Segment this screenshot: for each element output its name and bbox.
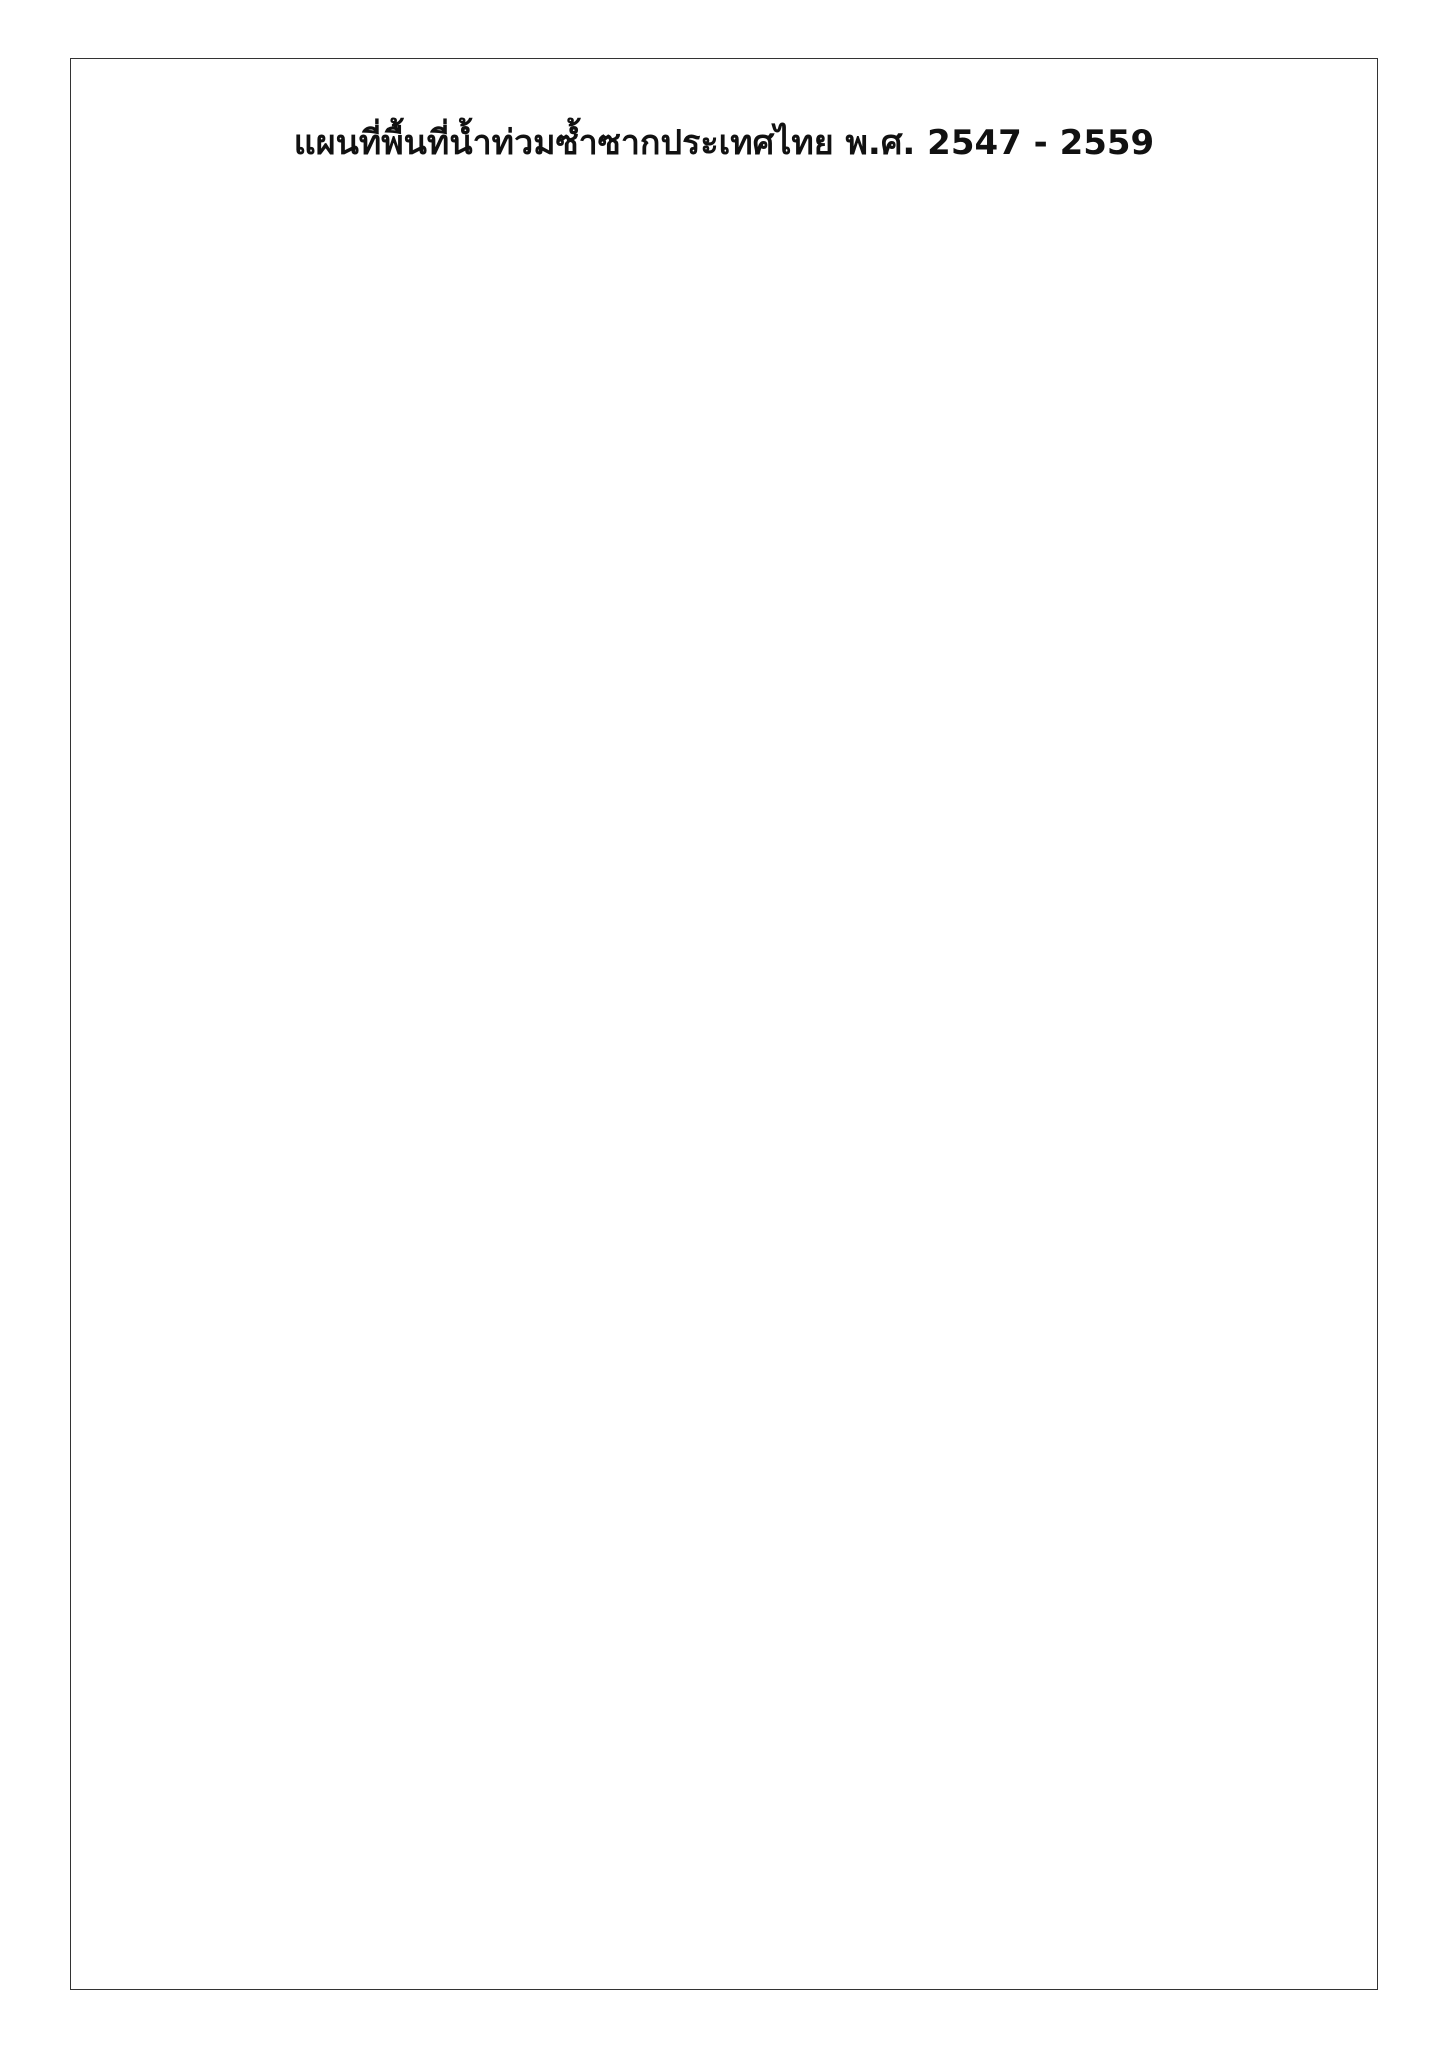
map-frame	[70, 58, 1378, 1990]
page-title: แผนที่พื้นที่น้ำท่วมซ้ำซากประเทศไทย พ.ศ.…	[293, 123, 1155, 163]
